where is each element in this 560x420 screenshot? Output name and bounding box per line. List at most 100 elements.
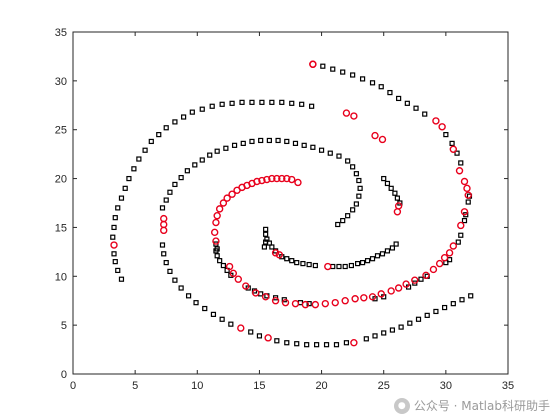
circle-marker <box>294 178 302 187</box>
square-marker <box>389 245 396 251</box>
circle-marker <box>371 131 379 140</box>
x-tick-label: 35 <box>502 380 514 392</box>
square-marker <box>442 304 448 311</box>
y-tick-label: 25 <box>55 125 67 137</box>
circle-marker <box>460 177 469 186</box>
circle-marker <box>261 293 270 301</box>
square-marker <box>348 262 354 269</box>
square-marker <box>306 301 312 307</box>
square-marker <box>220 262 226 269</box>
circle-marker <box>438 123 446 131</box>
y-tick-label: 0 <box>61 369 67 381</box>
circle-marker <box>210 228 219 237</box>
square-marker <box>359 76 366 82</box>
circle-marker <box>460 208 469 216</box>
square-marker <box>284 340 290 346</box>
square-marker <box>181 114 187 120</box>
square-marker <box>459 297 465 303</box>
square-marker <box>454 150 460 156</box>
circle-marker <box>213 212 221 220</box>
x-tick-label: 0 <box>70 380 76 392</box>
square-marker <box>111 224 117 231</box>
square-marker <box>318 147 325 153</box>
square-marker <box>279 99 285 105</box>
circle-marker <box>368 293 377 301</box>
square-marker <box>248 329 254 335</box>
square-marker <box>309 103 315 109</box>
square-marker <box>335 221 341 228</box>
square-marker <box>219 316 225 322</box>
square-marker <box>131 166 137 172</box>
circle-marker <box>449 145 458 153</box>
square-marker <box>261 244 267 250</box>
square-marker <box>336 153 342 159</box>
circle-marker <box>377 290 385 298</box>
square-marker <box>251 288 258 294</box>
square-marker <box>413 105 419 111</box>
square-marker <box>172 277 178 283</box>
square-marker <box>223 145 229 151</box>
circle-marker <box>350 339 358 347</box>
square-marker <box>433 308 439 315</box>
circle-marker <box>464 191 472 199</box>
square-marker <box>111 251 117 257</box>
circle-marker <box>160 214 168 223</box>
square-marker <box>112 259 118 265</box>
square-marker <box>163 197 169 203</box>
square-marker <box>115 267 121 274</box>
square-marker <box>388 185 394 191</box>
square-marker <box>284 138 290 145</box>
circle-marker <box>432 117 440 125</box>
circle-marker <box>283 174 291 183</box>
square-marker <box>126 175 132 182</box>
square-marker <box>213 248 219 254</box>
circle-marker <box>411 276 419 284</box>
square-marker <box>294 341 300 347</box>
square-marker <box>350 207 356 213</box>
square-marker <box>231 142 238 148</box>
square-marker <box>214 253 220 259</box>
square-marker <box>389 327 396 333</box>
circle-marker <box>350 112 358 120</box>
square-marker <box>418 276 424 282</box>
square-marker <box>229 100 235 106</box>
circle-marker <box>463 184 471 193</box>
square-marker <box>343 340 350 346</box>
circle-marker <box>263 175 271 184</box>
circle-marker <box>253 177 261 186</box>
square-marker <box>199 106 205 112</box>
square-marker <box>387 89 393 96</box>
square-marker <box>359 260 366 266</box>
square-marker <box>310 144 316 150</box>
square-marker <box>299 101 305 107</box>
wechat-icon: ● <box>393 397 410 414</box>
circle-marker <box>360 294 368 302</box>
circle-marker <box>271 249 280 257</box>
x-tick-label: 30 <box>440 380 452 392</box>
square-marker <box>330 66 336 72</box>
square-marker <box>156 132 162 138</box>
y-tick-label: 30 <box>55 76 67 88</box>
square-marker <box>289 100 295 106</box>
circle-marker <box>435 259 444 268</box>
square-marker <box>219 101 225 107</box>
square-marker <box>396 95 402 102</box>
circle-marker <box>342 109 351 117</box>
circle-marker <box>331 298 339 307</box>
square-marker <box>259 99 265 105</box>
circle-marker <box>268 174 276 183</box>
square-marker <box>394 195 400 201</box>
square-marker <box>345 158 351 164</box>
square-marker <box>239 99 245 105</box>
square-marker <box>214 148 220 154</box>
square-marker <box>458 232 464 238</box>
square-marker <box>345 213 351 219</box>
square-marker <box>381 175 387 182</box>
square-marker <box>292 140 299 146</box>
y-tick-label: 20 <box>55 174 67 186</box>
circle-marker <box>273 174 281 183</box>
square-marker <box>269 99 275 105</box>
square-marker <box>355 260 361 267</box>
square-marker <box>142 147 148 153</box>
plot-area <box>72 31 509 375</box>
